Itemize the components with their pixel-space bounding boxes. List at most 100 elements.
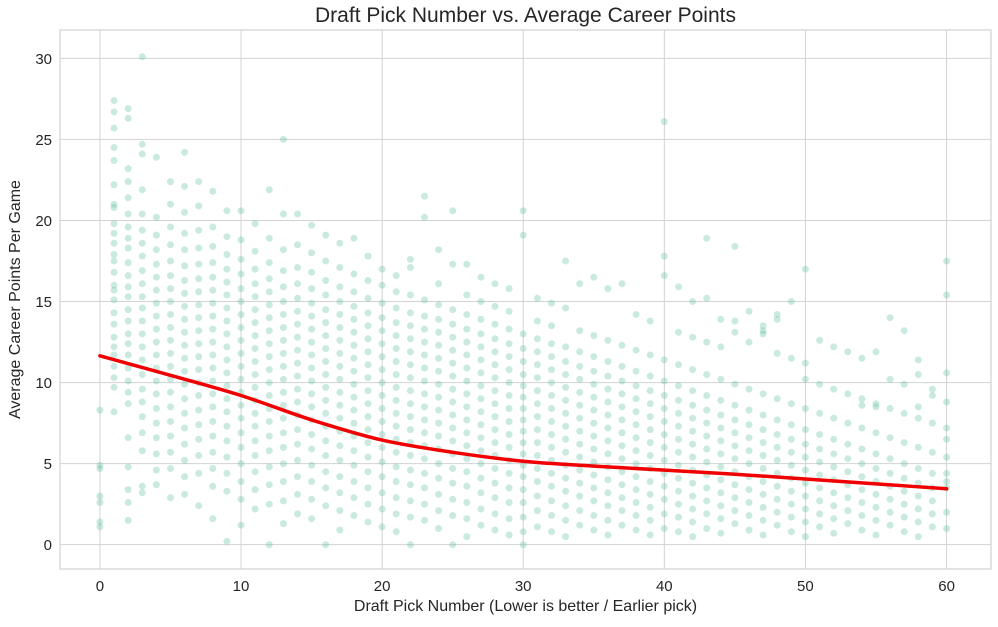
- scatter-point: [392, 478, 400, 485]
- scatter-point: [265, 379, 273, 387]
- scatter-point: [209, 259, 217, 267]
- scatter-point: [138, 280, 146, 288]
- scatter-point: [618, 416, 626, 424]
- scatter-point: [110, 144, 118, 151]
- scatter-point: [533, 348, 541, 356]
- scatter-point: [731, 416, 739, 424]
- scatter-point: [548, 340, 555, 348]
- scatter-point: [604, 336, 612, 344]
- scatter-point: [138, 239, 146, 247]
- scatter-point: [152, 260, 160, 268]
- scatter-point: [392, 383, 400, 391]
- scatter-point: [548, 469, 555, 477]
- scatter-point: [604, 502, 612, 510]
- scatter-point: [237, 285, 245, 293]
- scatter-point: [872, 503, 880, 511]
- scatter-point: [421, 484, 428, 492]
- scatter-point: [378, 340, 386, 348]
- scatter-point: [604, 450, 612, 458]
- scatter-point: [421, 390, 428, 398]
- scatter-point: [138, 304, 146, 312]
- scatter-point: [477, 408, 485, 416]
- scatter-point: [237, 255, 245, 263]
- scatter-point: [435, 507, 443, 515]
- scatter-point: [533, 452, 541, 459]
- scatter-point: [378, 314, 386, 322]
- scatter-point: [801, 359, 809, 367]
- scatter-point: [660, 418, 668, 425]
- scatter-point: [435, 393, 443, 401]
- scatter-point: [759, 411, 767, 419]
- trend-line: [98, 354, 949, 491]
- scatter-point: [435, 354, 443, 362]
- scatter-point: [576, 507, 584, 515]
- scatter-point: [745, 486, 753, 494]
- scatter-point: [943, 291, 951, 299]
- scatter-point: [646, 531, 654, 539]
- scatter-point: [279, 311, 287, 318]
- scatter-point: [759, 426, 767, 434]
- scatter-point: [632, 460, 640, 468]
- scatter-point: [900, 474, 908, 482]
- scatter-point: [675, 461, 682, 469]
- scatter-point: [646, 452, 654, 459]
- scatter-point: [519, 405, 527, 412]
- scatter-point: [689, 366, 697, 374]
- scatter-point: [618, 494, 626, 502]
- scatter-point: [801, 453, 809, 461]
- scatter-point: [491, 494, 499, 502]
- scatter-point: [209, 325, 217, 333]
- scatter-point: [209, 364, 217, 372]
- scatter-point: [731, 401, 739, 409]
- scatter-point: [392, 371, 400, 378]
- scatter-point: [844, 348, 852, 356]
- scatter-point: [124, 317, 132, 325]
- scatter-point: [505, 325, 513, 333]
- scatter-point: [96, 461, 104, 469]
- scatter-point: [858, 395, 866, 403]
- scatter-point: [294, 473, 301, 481]
- scatter-point: [632, 395, 640, 403]
- scatter-point: [759, 452, 767, 459]
- scatter-point: [435, 301, 443, 309]
- scatter-point: [124, 223, 132, 231]
- scatter-point: [138, 186, 146, 194]
- scatter-point: [237, 521, 245, 529]
- scatter-point: [646, 490, 654, 498]
- scatter-point: [491, 465, 499, 472]
- scatter-point: [350, 367, 358, 375]
- scatter-point: [265, 447, 273, 455]
- scatter-point: [646, 516, 654, 524]
- scatter-point: [491, 361, 499, 369]
- scatter-point: [435, 406, 443, 414]
- scatter-point: [646, 478, 654, 485]
- scatter-point: [463, 351, 471, 359]
- scatter-point: [167, 403, 174, 411]
- scatter-point: [449, 385, 457, 393]
- scatter-point: [548, 379, 555, 387]
- scatter-point: [816, 497, 824, 505]
- scatter-point: [223, 487, 231, 495]
- scatter-point: [195, 260, 203, 268]
- scatter-point: [943, 469, 951, 477]
- scatter-point: [251, 409, 259, 417]
- scatter-point: [195, 392, 203, 399]
- scatter-point: [576, 521, 584, 529]
- scatter-point: [858, 473, 866, 481]
- scatter-point: [392, 358, 400, 365]
- scatter-point: [251, 332, 259, 340]
- scatter-point: [364, 387, 372, 395]
- scatter-point: [152, 351, 160, 359]
- scatter-point: [830, 529, 838, 537]
- scatter-point: [646, 317, 654, 325]
- scatter-point: [167, 432, 174, 440]
- scatter-point: [152, 466, 160, 474]
- scatter-point: [562, 304, 570, 312]
- scatter-point: [449, 207, 457, 215]
- scatter-point: [477, 356, 485, 364]
- scatter-point: [618, 442, 626, 450]
- scatter-point: [646, 413, 654, 421]
- scatter-point: [322, 291, 330, 299]
- scatter-point: [491, 510, 499, 518]
- scatter-point: [181, 289, 189, 297]
